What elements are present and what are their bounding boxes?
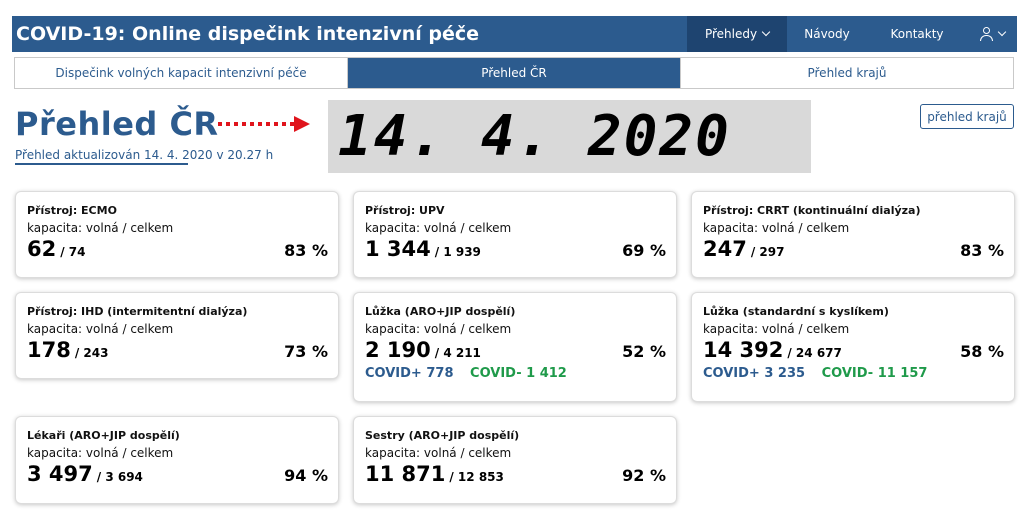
capacity-percent: 83 % [960,241,1004,260]
card-title: Přístroj: IHD (intermitentní dialýza) [27,305,248,318]
nav-item-kontakty[interactable]: Kontakty [867,16,967,52]
card-title: Přístroj: ECMO [27,204,117,217]
card-title: Sestry (ARO+JIP dospělí) [365,429,520,442]
card-subtitle: kapacita: volná / celkem [27,446,174,460]
card-title: Přístroj: UPV [365,204,445,217]
nav-item-prehledy[interactable]: Přehledy [687,16,787,52]
card-subtitle: kapacita: volná / celkem [365,446,512,460]
big-date: 14. 4. 2020 [338,104,731,169]
capacity-percent: 94 % [284,466,328,485]
card-subtitle: kapacita: volná / celkem [365,322,512,336]
card-subtitle: kapacita: volná / celkem [27,322,174,336]
tab-prehled-cr[interactable]: Přehled ČR [348,58,681,88]
capacity-percent: 83 % [284,241,328,260]
card-subtitle: kapacita: volná / celkem [365,221,512,235]
app-title: COVID-19: Online dispečink intenzivní pé… [16,23,479,45]
capacity-card-upv: Přístroj: UPV kapacita: volná / celkem 1… [353,191,677,278]
total-capacity: / 297 [750,245,785,259]
covid-negative-count: COVID- 1 412 [470,366,567,381]
total-capacity: / 1 939 [434,245,481,259]
card-title: Lékaři (ARO+JIP dospělí) [27,429,180,442]
free-capacity: 1 344 [365,237,431,261]
region-overview-button[interactable]: přehled krajů [920,104,1014,129]
capacity-card-doctors: Lékaři (ARO+JIP dospělí) kapacita: volná… [15,416,339,504]
capacity-percent: 58 % [960,342,1004,361]
capacity-card-ecmo: Přístroj: ECMO kapacita: volná / celkem … [15,191,339,278]
free-capacity: 3 497 [27,462,93,486]
total-capacity: / 3 694 [96,470,143,484]
user-icon [979,27,993,41]
nav-item-label: Přehledy [704,27,758,41]
card-subtitle: kapacita: volná / celkem [27,221,174,235]
update-timestamp-link[interactable]: Přehled aktualizován 14. 4. 2020 v 20.27… [15,148,274,162]
update-underline [15,163,188,165]
total-capacity: / 4 211 [434,346,481,360]
free-capacity: 62 [27,237,57,261]
capacity-card-beds-oxygen: Lůžka (standardní s kyslíkem) kapacita: … [691,292,1015,402]
covid-positive-count: COVID+ 778 [365,366,454,381]
capacity-card-ihd: Přístroj: IHD (intermitentní dialýza) ka… [15,292,339,379]
red-arrow-icon [218,116,310,132]
capacity-percent: 92 % [622,466,666,485]
page-title: Přehled ČR [15,105,219,143]
card-title: Přístroj: CRRT (kontinuální dialýza) [703,204,921,217]
card-title: Lůžka (standardní s kyslíkem) [703,305,889,318]
nav-item-label: Kontakty [890,27,944,41]
capacity-percent: 69 % [622,241,666,260]
chevron-down-icon [761,27,771,37]
covid-negative-count: COVID- 11 157 [821,366,928,381]
top-navigation-bar: COVID-19: Online dispečink intenzivní pé… [12,16,1017,52]
card-title: Lůžka (ARO+JIP dospělí) [365,305,516,318]
nav-item-label: Návody [804,27,850,41]
total-capacity: / 74 [60,245,86,259]
total-capacity: / 24 677 [787,346,842,360]
capacity-percent: 73 % [284,342,328,361]
tab-dispecink[interactable]: Dispečink volných kapacit intenzivní péč… [15,58,348,88]
chevron-down-icon [997,27,1007,37]
total-capacity: / 243 [74,346,109,360]
covid-positive-count: COVID+ 3 235 [703,366,806,381]
free-capacity: 247 [703,237,747,261]
capacity-card-beds-aro-jip: Lůžka (ARO+JIP dospělí) kapacita: volná … [353,292,677,402]
tab-prehled-kraju[interactable]: Přehled krajů [807,66,887,80]
card-subtitle: kapacita: volná / celkem [703,322,850,336]
card-subtitle: kapacita: volná / celkem [703,221,850,235]
free-capacity: 178 [27,338,71,362]
capacity-card-crrt: Přístroj: CRRT (kontinuální dialýza) kap… [691,191,1015,278]
capacity-percent: 52 % [622,342,666,361]
free-capacity: 14 392 [703,338,784,362]
date-highlight-box: 14. 4. 2020 [328,100,811,173]
user-menu[interactable] [967,16,1017,52]
capacity-card-nurses: Sestry (ARO+JIP dospělí) kapacita: volná… [353,416,677,504]
total-capacity: / 12 853 [449,470,504,484]
nav-item-navody[interactable]: Návody [787,16,867,52]
free-capacity: 11 871 [365,462,446,486]
free-capacity: 2 190 [365,338,431,362]
tab-bar: Dispečink volných kapacit intenzivní péč… [14,57,1014,89]
